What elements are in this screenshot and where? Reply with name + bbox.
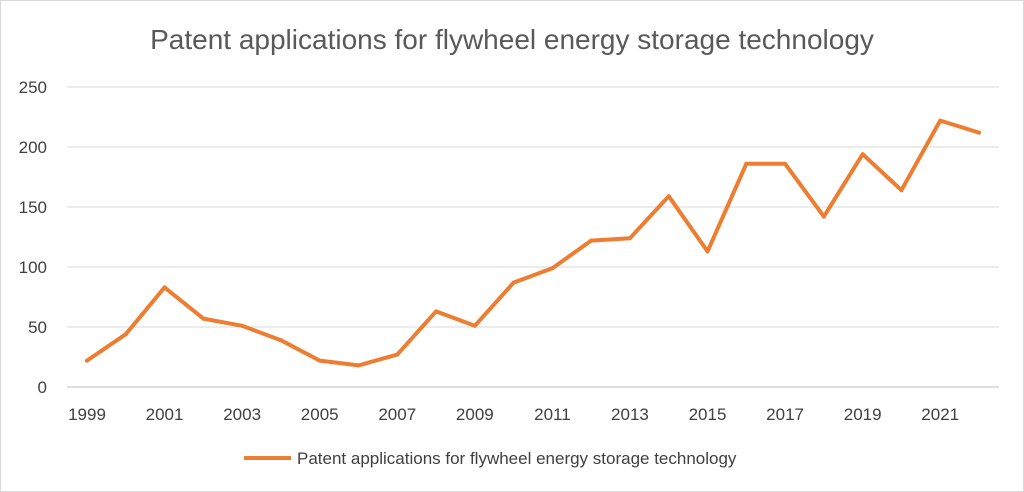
x-tick-label: 2011 — [534, 405, 571, 424]
data-point — [627, 236, 632, 241]
x-tick-label: 2009 — [456, 405, 494, 424]
data-point — [434, 309, 439, 314]
data-point — [395, 352, 400, 357]
data-point — [783, 161, 788, 166]
y-tick-label: 200 — [19, 138, 47, 157]
x-tick-label: 2015 — [689, 405, 727, 424]
data-point — [278, 338, 283, 343]
data-point — [821, 214, 826, 219]
legend-label: Patent applications for flywheel energy … — [297, 449, 737, 468]
data-point — [240, 323, 245, 328]
data-point — [356, 363, 361, 368]
x-tick-label: 2019 — [844, 405, 882, 424]
x-tick-label: 2007 — [378, 405, 416, 424]
data-point — [201, 316, 206, 321]
data-point — [511, 280, 516, 285]
y-tick-label: 100 — [19, 258, 47, 277]
data-point — [123, 332, 128, 337]
data-point — [472, 323, 477, 328]
x-tick-label: 2005 — [301, 405, 339, 424]
x-axis-ticks: 1999 2001 2003 2005 2007 2009 2011 2013 2015 2017… — [68, 405, 959, 424]
data-point — [938, 118, 943, 123]
y-tick-label: 50 — [28, 318, 47, 337]
data-point — [705, 249, 710, 254]
series-line — [85, 118, 981, 368]
x-tick-label: 2001 — [146, 405, 184, 424]
data-point — [860, 152, 865, 157]
data-point — [317, 358, 322, 363]
data-point — [899, 188, 904, 193]
data-point — [85, 358, 89, 363]
x-tick-label: 1999 — [68, 405, 106, 424]
data-point — [589, 238, 594, 243]
x-tick-label: 2021 — [921, 405, 959, 424]
data-point — [162, 285, 167, 290]
x-tick-label: 2013 — [611, 405, 649, 424]
y-tick-label: 0 — [38, 378, 47, 397]
data-point — [977, 130, 981, 135]
series-layer — [85, 118, 981, 368]
data-point — [550, 266, 555, 271]
x-tick-label: 2017 — [766, 405, 804, 424]
y-axis-ticks: 0 50 100 150 200 250 — [19, 78, 47, 397]
chart-title: Patent applications for flywheel energy … — [150, 24, 874, 55]
y-tick-label: 250 — [19, 78, 47, 97]
data-point — [744, 161, 749, 166]
gridlines — [67, 86, 999, 388]
data-point — [666, 194, 671, 199]
y-tick-label: 150 — [19, 198, 47, 217]
x-tick-label: 2003 — [223, 405, 261, 424]
legend[interactable]: Patent applications for flywheel energy … — [244, 449, 737, 468]
